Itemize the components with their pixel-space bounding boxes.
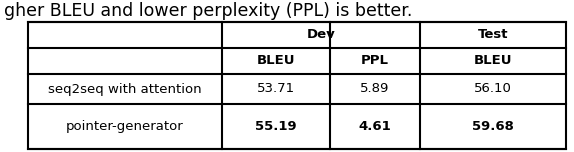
Text: 4.61: 4.61 bbox=[359, 120, 391, 133]
Text: 55.19: 55.19 bbox=[255, 120, 297, 133]
Text: BLEU: BLEU bbox=[474, 55, 512, 67]
Text: pointer-generator: pointer-generator bbox=[66, 120, 184, 133]
Text: 59.68: 59.68 bbox=[472, 120, 514, 133]
Text: 53.71: 53.71 bbox=[257, 83, 295, 95]
Text: seq2seq with attention: seq2seq with attention bbox=[48, 83, 202, 95]
Text: PPL: PPL bbox=[361, 55, 389, 67]
Text: Test: Test bbox=[478, 29, 508, 41]
Text: 5.89: 5.89 bbox=[360, 83, 390, 95]
Text: gher BLEU and lower perplexity (PPL) is better.: gher BLEU and lower perplexity (PPL) is … bbox=[4, 2, 412, 20]
Text: Dev: Dev bbox=[307, 29, 335, 41]
Bar bbox=[28, 22, 566, 149]
Text: BLEU: BLEU bbox=[257, 55, 295, 67]
Text: 56.10: 56.10 bbox=[474, 83, 512, 95]
